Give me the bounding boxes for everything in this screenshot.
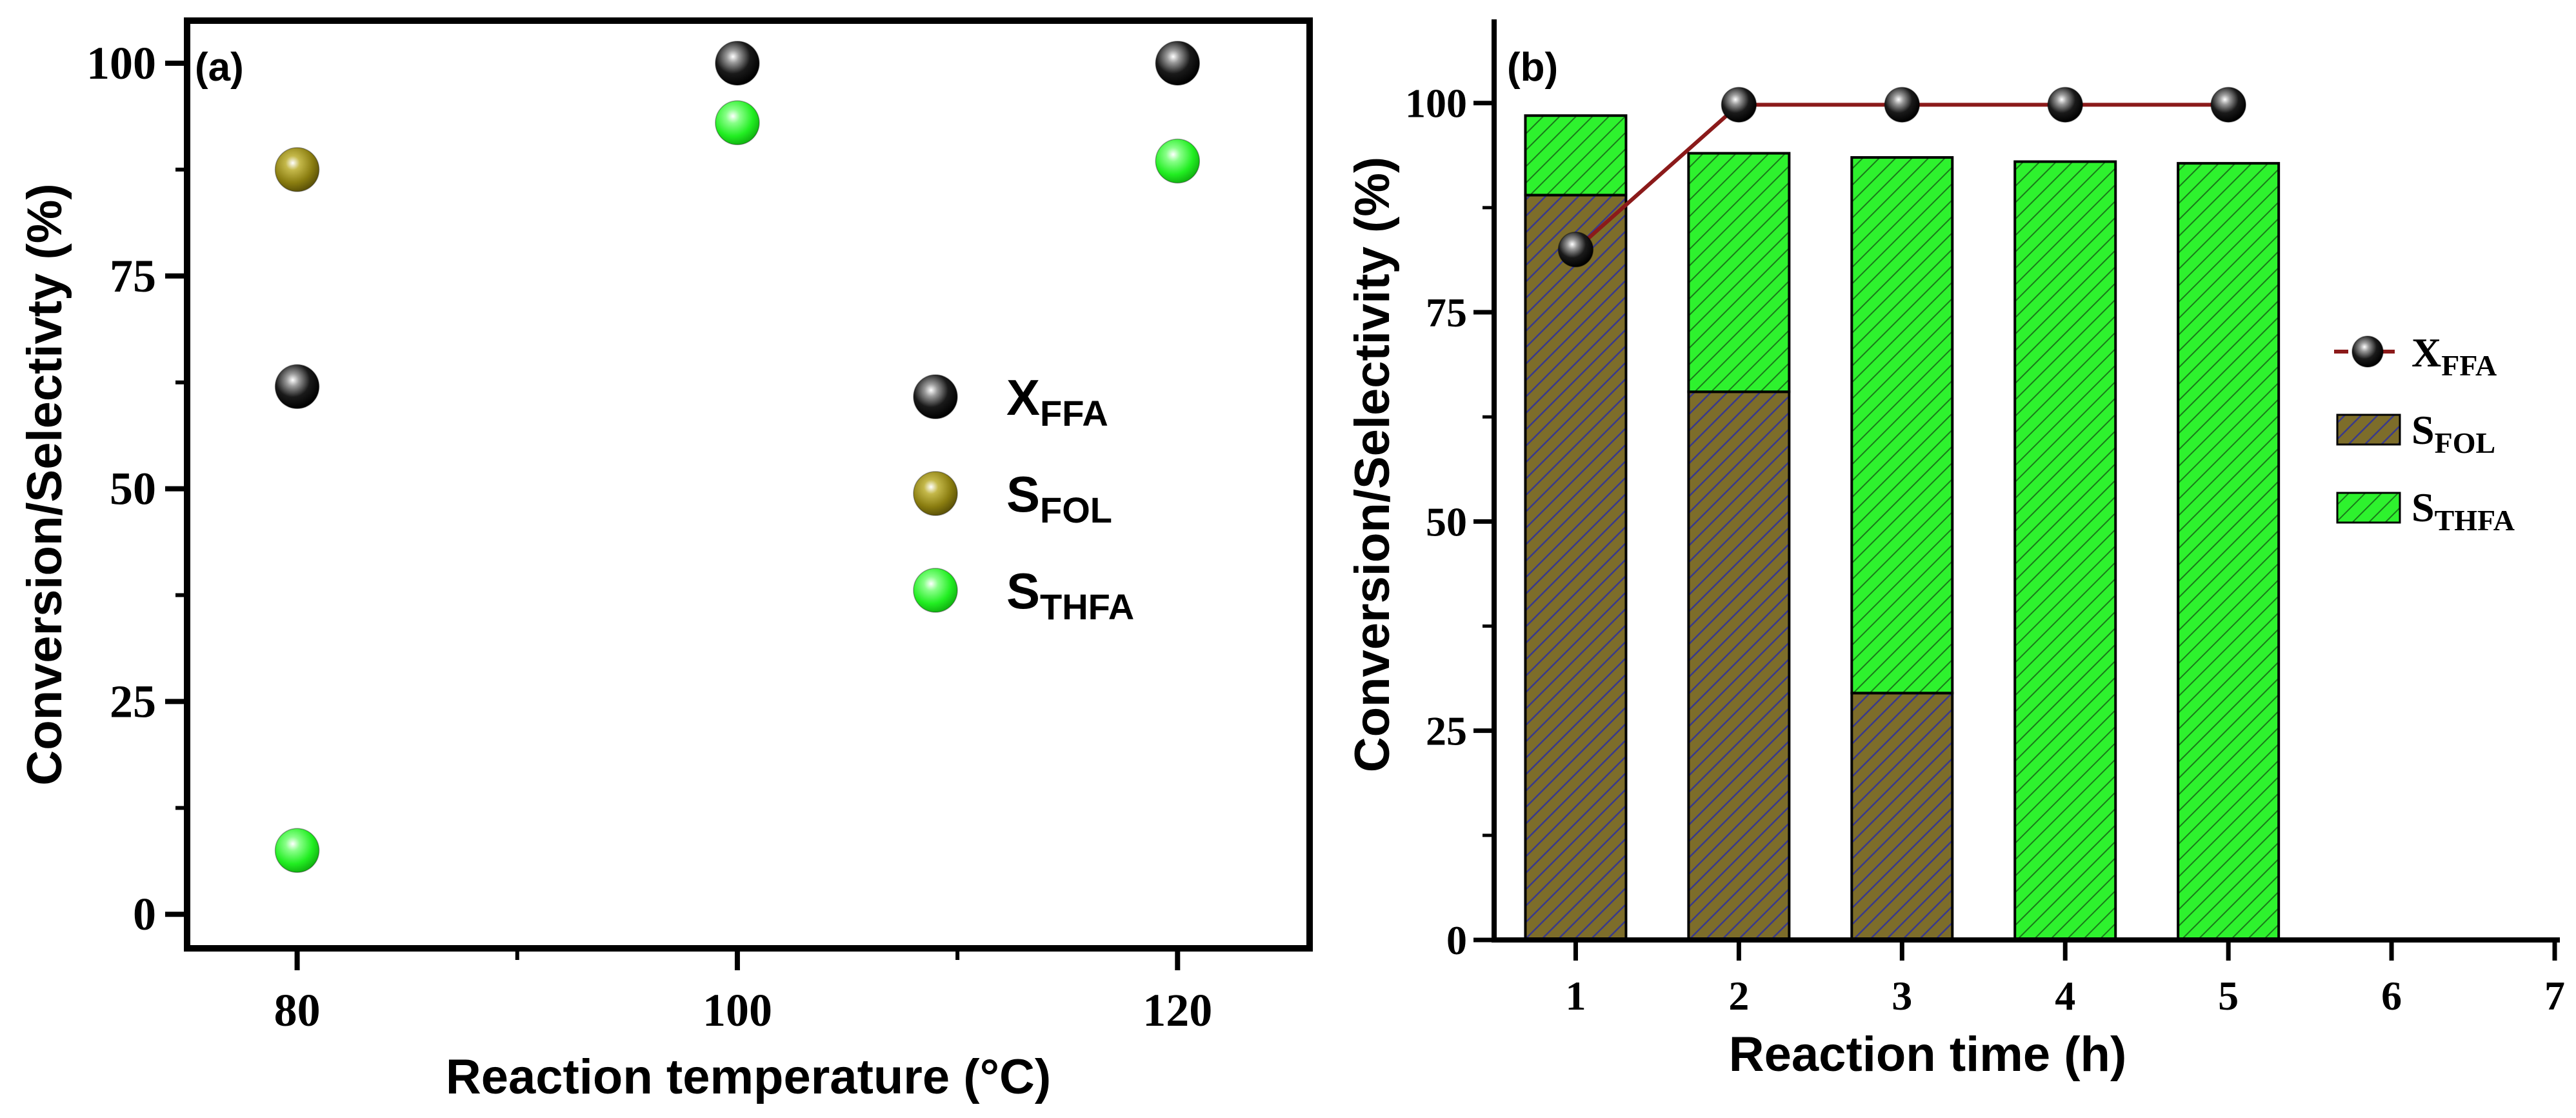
legend-label-x-ffa: XFFA <box>1006 369 1108 434</box>
bar-s-thfa <box>1850 156 1954 695</box>
bar-s-thfa <box>1687 152 1791 394</box>
bar-s-thfa <box>2177 162 2281 942</box>
panel-a-x-tick-label: 120 <box>1143 984 1212 1036</box>
point-s-thfa <box>274 828 320 873</box>
legend-swatch-s-fol <box>2336 414 2401 446</box>
legend-marker-s-fol <box>913 471 958 516</box>
point-x-ffa <box>1155 41 1201 86</box>
panel-a-y-tick-label: 100 <box>86 37 156 89</box>
panel-a: 0 25 50 75 100 80 100 120 (a) Reaction temperat… <box>17 17 1313 1104</box>
point-x-ffa <box>274 364 320 410</box>
panel-a-y-axis-title: Conversion/Selectivty (%) <box>17 183 72 785</box>
panel-b-x-ffa-series <box>1557 86 2246 268</box>
panel-b-x-tick-label: 5 <box>2218 973 2239 1019</box>
panel-b-y-axis-title: Conversion/Selectivity (%) <box>1345 157 1400 773</box>
bar-s-fol <box>1687 390 1791 941</box>
panel-b-y-tick-label: 50 <box>1426 499 1467 544</box>
panel-a-y-tick-label: 75 <box>110 250 156 302</box>
panel-b-x-axis-title: Reaction time (h) <box>1729 1027 2127 1082</box>
panel-b-x-tick-label: 3 <box>1892 973 1912 1019</box>
panel-b-bars <box>1524 114 2281 942</box>
panel-a-data-points <box>274 41 1201 873</box>
bar-s-thfa <box>2013 160 2117 941</box>
panel-b-y-tick-label: 0 <box>1446 917 1467 963</box>
panel-a-y-tick-label: 25 <box>110 675 156 727</box>
panel-a-x-tick-label: 80 <box>274 984 321 1036</box>
point-x-ffa <box>2210 86 2246 123</box>
legend-label-s-fol: SFOL <box>1006 466 1112 530</box>
point-s-thfa <box>1155 138 1201 184</box>
panel-b-x-tick-label: 2 <box>1728 973 1749 1019</box>
panel-a-x-axis-title: Reaction temperature (°C) <box>446 1050 1051 1104</box>
point-x-ffa <box>1884 86 1921 123</box>
panel-b-x-tick-label: 1 <box>1565 973 1586 1019</box>
bar-s-fol <box>1524 194 1628 942</box>
panel-b-y-tick-label: 25 <box>1426 708 1467 754</box>
legend-label-s-thfa: STHFA <box>2411 484 2515 537</box>
panel-b-label: (b) <box>1507 45 1558 90</box>
panel-a-label: (a) <box>195 45 244 90</box>
bar-s-fol <box>1850 692 1954 942</box>
legend-label-x-ffa: XFFA <box>2411 330 2497 382</box>
point-x-ffa <box>2047 86 2083 123</box>
legend-swatch-s-thfa <box>2336 492 2401 524</box>
panel-b-y-tick-label: 100 <box>1405 81 1467 126</box>
legend-label-s-thfa: STHFA <box>1006 563 1134 627</box>
panel-b-legend: XFFA SFOL STHFA <box>2334 330 2515 537</box>
panel-a-y-tick-label: 50 <box>110 463 156 515</box>
panel-a-y-tick-label: 0 <box>133 888 156 940</box>
point-s-fol <box>274 147 320 192</box>
point-x-ffa <box>1721 86 1757 123</box>
panel-b-y-tick-label: 75 <box>1426 290 1467 335</box>
panel-b-x-tick-label: 4 <box>2055 973 2075 1019</box>
panel-b-x-tick-label: 7 <box>2544 973 2565 1019</box>
panel-a-legend: XFFA SFOL STHFA <box>913 369 1134 627</box>
legend-marker-x-ffa <box>913 374 958 419</box>
panel-a-ticks: 0 25 50 75 100 80 100 120 <box>86 37 1212 1036</box>
panel-a-plot-frame <box>184 17 1313 952</box>
point-s-thfa <box>715 100 760 146</box>
legend-marker-s-thfa <box>913 568 958 613</box>
legend-marker-x-ffa <box>2351 335 2384 368</box>
point-x-ffa <box>1557 232 1594 268</box>
panel-b-x-tick-label: 6 <box>2381 973 2402 1019</box>
point-x-ffa <box>715 41 760 86</box>
bar-s-thfa <box>1524 114 1628 197</box>
panel-a-x-tick-label: 100 <box>703 984 772 1036</box>
legend-label-s-fol: SFOL <box>2411 407 2495 459</box>
panel-b-ticks: 0 25 50 75 100 1 2 3 4 5 6 7 <box>1405 81 2565 1019</box>
